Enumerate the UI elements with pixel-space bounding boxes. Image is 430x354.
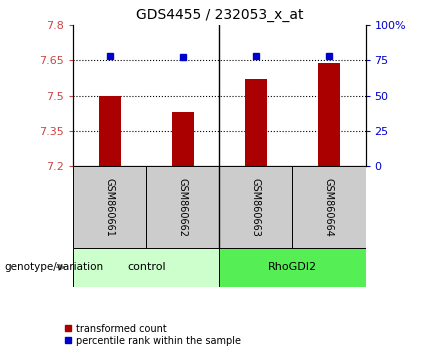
Text: GSM860661: GSM860661 [104,178,115,236]
Bar [73,166,146,248]
Bar [219,248,366,287]
Bar [99,96,120,166]
Bar [219,166,292,248]
Bar [292,166,366,248]
Legend: transformed count, percentile rank within the sample: transformed count, percentile rank withi… [65,324,241,346]
Bar [245,79,267,166]
Text: control: control [127,262,166,272]
Bar [146,166,219,248]
Bar [172,112,194,166]
Bar [318,63,340,166]
Text: RhoGDI2: RhoGDI2 [268,262,317,272]
Bar [73,248,219,287]
Text: GSM860662: GSM860662 [178,178,188,236]
Text: GSM860664: GSM860664 [324,178,334,236]
Text: genotype/variation: genotype/variation [4,262,104,272]
Text: GSM860663: GSM860663 [251,178,261,236]
Title: GDS4455 / 232053_x_at: GDS4455 / 232053_x_at [135,8,303,22]
